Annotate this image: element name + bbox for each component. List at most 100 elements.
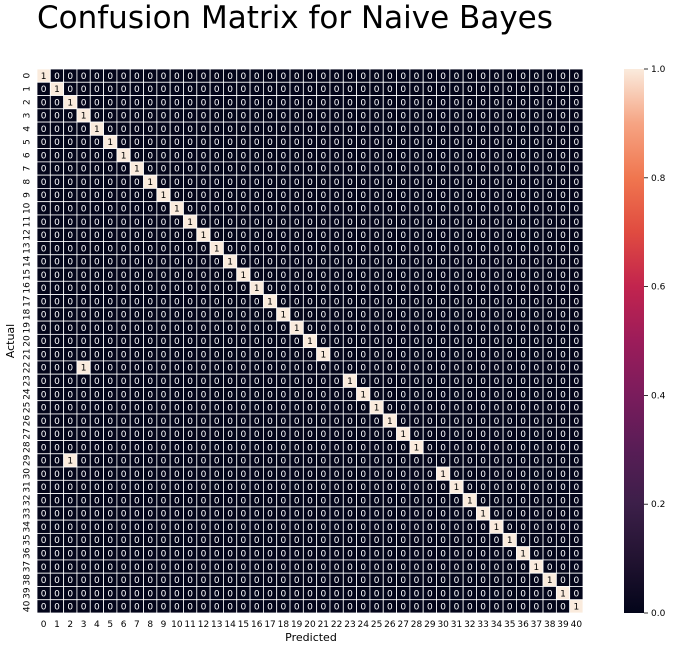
cell-value-label: 0 bbox=[387, 457, 393, 467]
cell-value-label: 0 bbox=[241, 364, 247, 374]
cell-value-label: 0 bbox=[94, 417, 100, 427]
cell-value-label: 0 bbox=[480, 457, 486, 467]
cell-value-label: 0 bbox=[254, 297, 260, 307]
cell-value-label: 0 bbox=[241, 417, 247, 427]
cell-value-label: 1 bbox=[41, 72, 47, 82]
cell-value-label: 0 bbox=[507, 430, 513, 440]
cell-value-label: 0 bbox=[440, 377, 446, 387]
cell-value-label: 0 bbox=[573, 470, 579, 480]
cell-value-label: 0 bbox=[267, 443, 273, 453]
cell-value-label: 0 bbox=[347, 258, 353, 268]
cell-value-label: 0 bbox=[214, 205, 220, 215]
cell-value-label: 0 bbox=[280, 417, 286, 427]
cell-value-label: 0 bbox=[214, 390, 220, 400]
cell-value-label: 0 bbox=[294, 112, 300, 122]
cell-value-label: 0 bbox=[374, 443, 380, 453]
cell-value-label: 0 bbox=[187, 443, 193, 453]
cell-value-label: 0 bbox=[467, 297, 473, 307]
cell-value-label: 0 bbox=[347, 138, 353, 148]
cell-value-label: 0 bbox=[560, 178, 566, 188]
cell-value-label: 0 bbox=[254, 364, 260, 374]
cell-value-label: 0 bbox=[334, 404, 340, 414]
cell-value-label: 0 bbox=[440, 563, 446, 573]
cell-value-label: 0 bbox=[467, 138, 473, 148]
cell-value-label: 0 bbox=[267, 271, 273, 281]
cell-value-label: 0 bbox=[414, 589, 420, 599]
cell-value-label: 0 bbox=[134, 523, 140, 533]
cell-value-label: 0 bbox=[440, 258, 446, 268]
y-tick-label: 20 bbox=[23, 335, 33, 347]
cell-value-label: 0 bbox=[547, 205, 553, 215]
cell-value-label: 0 bbox=[41, 430, 47, 440]
cell-value-label: 0 bbox=[560, 324, 566, 334]
cell-value-label: 0 bbox=[320, 297, 326, 307]
cell-value-label: 0 bbox=[134, 284, 140, 294]
cell-value-label: 0 bbox=[134, 483, 140, 493]
cell-value-label: 0 bbox=[547, 430, 553, 440]
cell-value-label: 0 bbox=[347, 350, 353, 360]
cell-value-label: 0 bbox=[520, 350, 526, 360]
cell-value-label: 0 bbox=[107, 549, 113, 559]
cell-value-label: 0 bbox=[440, 112, 446, 122]
y-tick-label: 40 bbox=[23, 600, 33, 612]
cell-value-label: 0 bbox=[467, 337, 473, 347]
cell-value-label: 0 bbox=[320, 470, 326, 480]
cell-value-label: 0 bbox=[400, 98, 406, 108]
cell-value-label: 0 bbox=[201, 258, 207, 268]
cell-value-label: 0 bbox=[81, 576, 87, 586]
cell-value-label: 0 bbox=[507, 377, 513, 387]
cell-value-label: 0 bbox=[360, 430, 366, 440]
cell-value-label: 0 bbox=[414, 549, 420, 559]
cell-value-label: 0 bbox=[360, 364, 366, 374]
cell-value-label: 0 bbox=[161, 390, 167, 400]
cell-value-label: 0 bbox=[254, 98, 260, 108]
cell-value-label: 0 bbox=[507, 523, 513, 533]
cell-value-label: 0 bbox=[54, 470, 60, 480]
cell-value-label: 0 bbox=[494, 284, 500, 294]
cell-value-label: 0 bbox=[414, 430, 420, 440]
cell-value-label: 0 bbox=[107, 470, 113, 480]
cell-value-label: 0 bbox=[241, 125, 247, 135]
cell-value-label: 0 bbox=[320, 536, 326, 546]
cell-value-label: 0 bbox=[467, 377, 473, 387]
cell-value-label: 0 bbox=[347, 244, 353, 254]
cell-value-label: 0 bbox=[573, 165, 579, 175]
cell-value-label: 0 bbox=[94, 112, 100, 122]
cell-value-label: 0 bbox=[573, 377, 579, 387]
cell-value-label: 0 bbox=[254, 151, 260, 161]
cell-value-label: 0 bbox=[573, 417, 579, 427]
cell-value-label: 0 bbox=[254, 178, 260, 188]
cell-value-label: 0 bbox=[107, 324, 113, 334]
cell-value-label: 0 bbox=[134, 603, 140, 613]
cell-value-label: 0 bbox=[360, 563, 366, 573]
cell-value-label: 0 bbox=[427, 138, 433, 148]
cell-value-label: 0 bbox=[560, 244, 566, 254]
cell-value-label: 0 bbox=[254, 443, 260, 453]
cell-value-label: 0 bbox=[534, 244, 540, 254]
cell-value-label: 0 bbox=[374, 324, 380, 334]
cell-value-label: 0 bbox=[174, 151, 180, 161]
cell-value-label: 0 bbox=[134, 377, 140, 387]
cell-value-label: 0 bbox=[81, 231, 87, 241]
cell-value-label: 0 bbox=[494, 417, 500, 427]
cell-value-label: 0 bbox=[534, 483, 540, 493]
cell-value-label: 0 bbox=[267, 231, 273, 241]
cell-value-label: 0 bbox=[560, 536, 566, 546]
cell-value-label: 0 bbox=[374, 311, 380, 321]
cell-value-label: 0 bbox=[187, 324, 193, 334]
cell-value-label: 0 bbox=[547, 85, 553, 95]
cell-value-label: 0 bbox=[121, 603, 127, 613]
cell-value-label: 0 bbox=[214, 603, 220, 613]
cell-value-label: 0 bbox=[507, 231, 513, 241]
cell-value-label: 0 bbox=[494, 470, 500, 480]
cell-value-label: 0 bbox=[254, 483, 260, 493]
cell-value-label: 0 bbox=[201, 536, 207, 546]
cell-value-label: 0 bbox=[454, 205, 460, 215]
cell-value-label: 0 bbox=[454, 523, 460, 533]
y-tick-label: 37 bbox=[23, 561, 33, 572]
cell-value-label: 0 bbox=[227, 125, 233, 135]
cell-value-label: 0 bbox=[560, 390, 566, 400]
cell-value-label: 0 bbox=[254, 430, 260, 440]
cell-value-label: 0 bbox=[494, 165, 500, 175]
cell-value-label: 0 bbox=[201, 125, 207, 135]
